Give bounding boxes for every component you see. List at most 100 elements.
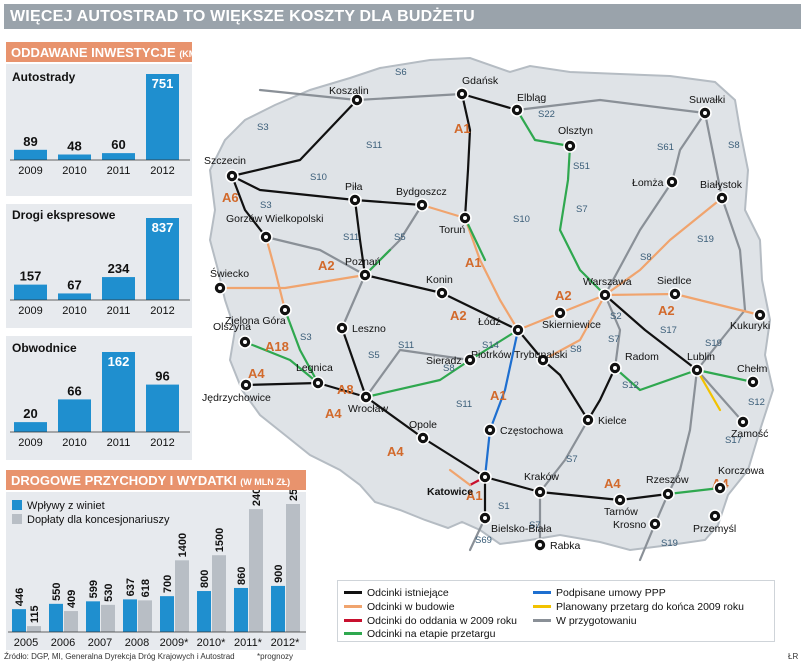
- rev-bar-doplaty-2010*: [212, 555, 226, 632]
- year-tick: 2012: [150, 165, 174, 177]
- poland-outline: [208, 56, 775, 552]
- rev-year-tick: 2011*: [234, 637, 263, 649]
- road-segment-ex: [230, 174, 424, 207]
- legend-swatch-doplaty: [12, 514, 22, 524]
- rev-bar-winiety-2007: [86, 601, 100, 632]
- city-marker-dot: [515, 108, 519, 112]
- route-label-S8: S8: [640, 252, 652, 263]
- city-marker-dot: [483, 475, 487, 479]
- road-segment-ex: [516, 328, 590, 422]
- route-label-S19: S19: [661, 538, 678, 549]
- year-tick: 2009: [18, 305, 42, 317]
- route-label-S19: S19: [697, 234, 714, 245]
- road-segment-gry: [515, 98, 707, 115]
- city-marker-dot: [538, 490, 542, 494]
- route-label-S10: S10: [310, 172, 327, 183]
- city-label-kielce: Kielce: [598, 415, 627, 427]
- city-label-rzeszów: Rzeszów: [646, 474, 689, 486]
- route-label-S69: S69: [475, 535, 492, 546]
- city-marker-dot: [516, 328, 520, 332]
- road-segment-gry: [538, 418, 590, 494]
- rev-year-tick: 2009*: [160, 637, 189, 649]
- road-segment-ex: [230, 174, 268, 239]
- route-label-S22: S22: [538, 109, 555, 120]
- route-label-A18: A18: [265, 339, 289, 354]
- road-segment-gry: [703, 111, 724, 200]
- route-label-A1: A1: [466, 488, 483, 503]
- rev-bar-doplaty-2008: [138, 600, 152, 632]
- city-label-sieradz: Sieradz: [426, 355, 462, 367]
- city-marker-dot: [283, 308, 287, 312]
- route-label-A4: A4: [325, 406, 342, 421]
- bar-autostrady-2009: [14, 149, 47, 160]
- rev-year-tick: 2006: [51, 637, 75, 649]
- city-marker-dot: [353, 198, 357, 202]
- rev-bar-doplaty-2012*: [286, 504, 300, 632]
- route-label-S10: S10: [513, 214, 530, 225]
- route-label-S7: S7: [566, 454, 578, 465]
- route-label-S5: S5: [368, 350, 380, 361]
- road-segment-gry: [666, 368, 699, 496]
- rev-value-label: 1400: [177, 533, 189, 557]
- route-label-S8: S8: [443, 363, 455, 374]
- rev-bar-winiety-2012*: [271, 585, 285, 632]
- city-marker-dot: [538, 543, 542, 547]
- road-segment-grn: [463, 216, 487, 262]
- city-marker-dot: [673, 292, 677, 296]
- route-label-A4: A4: [604, 476, 621, 491]
- year-tick: 2009: [18, 165, 42, 177]
- city-label-łódź: Łódź: [478, 316, 501, 328]
- bar-value-label: 751: [152, 76, 174, 91]
- road-segment-grn: [243, 340, 320, 385]
- city-marker-dot: [568, 144, 572, 148]
- title-bar: WIĘCEJ AUTOSTRAD TO WIĘKSZE KOSZTY DLA B…: [4, 4, 801, 29]
- city-label-zielona-góra: Zielona Góra: [225, 315, 286, 327]
- city-label-elbląg: Elbląg: [517, 92, 546, 104]
- city-marker-dot: [741, 420, 745, 424]
- map-legend: Odcinki istniejące Odcinki w budowie Odc…: [337, 580, 775, 642]
- city-label-gorzów-wielkopolski: Gorzów Wielkopolski: [226, 213, 323, 225]
- road-segment-gry: [603, 293, 622, 370]
- city-label-przemyśl: Przemyśl: [693, 523, 736, 535]
- city-label-wrocław: Wrocław: [348, 403, 388, 415]
- rev-bar-doplaty-2005: [27, 626, 41, 632]
- route-label-A2: A2: [318, 258, 335, 273]
- city-marker-dot: [488, 428, 492, 432]
- road-segment-ex: [586, 366, 617, 422]
- city-label-skierniewice: Skierniewice: [542, 319, 601, 331]
- year-tick: 2010: [62, 165, 86, 177]
- panel-title-obwodnice: Obwodnice: [12, 341, 77, 355]
- rev-year-tick: 2005: [14, 637, 38, 649]
- legend-tender: Odcinki na etapie przetargu: [344, 628, 495, 640]
- rev-bar-doplaty-2009*: [175, 560, 189, 632]
- bar-value-label: 89: [23, 134, 37, 149]
- rev-value-label: 800: [199, 570, 211, 588]
- bar-obwodnice-2010: [58, 399, 91, 432]
- bar-drogi-ekspresowe-2011: [102, 277, 135, 300]
- bar-autostrady-2010: [58, 154, 91, 160]
- route-label-A4: A4: [248, 366, 265, 381]
- road-segment-grn: [558, 144, 607, 297]
- road-segment-plan: [695, 368, 722, 412]
- road-segment-bud: [603, 196, 724, 297]
- route-label-A1: A1: [490, 388, 507, 403]
- road-segment-grn: [283, 308, 320, 385]
- city-label-leszno: Leszno: [352, 323, 386, 335]
- city-marker-dot: [230, 174, 234, 178]
- city-marker-dot: [463, 216, 467, 220]
- route-label-A4: A4: [387, 444, 404, 459]
- rev-value-label: 900: [273, 565, 285, 583]
- city-marker-dot: [355, 98, 359, 102]
- year-tick: 2010: [62, 437, 86, 449]
- poland-map: S6 S3 S11 S10 A6 S3 S5 S22 A1 S51 S7 S61 S8 S10 S8 S19 A…: [202, 56, 775, 562]
- route-label-S3: S3: [300, 332, 312, 343]
- rev-bar-winiety-2009*: [160, 596, 174, 632]
- city-label-bydgoszcz: Bydgoszcz: [396, 186, 447, 198]
- road-segment-ex: [230, 98, 359, 178]
- road-segment-bud: [218, 273, 367, 290]
- rev-value-label: 599: [88, 580, 100, 598]
- road-segment-ex: [460, 92, 519, 112]
- route-label-A8: A8: [337, 382, 354, 397]
- city-label-siedlce: Siedlce: [657, 275, 692, 287]
- city-label-szczecin: Szczecin: [204, 155, 246, 167]
